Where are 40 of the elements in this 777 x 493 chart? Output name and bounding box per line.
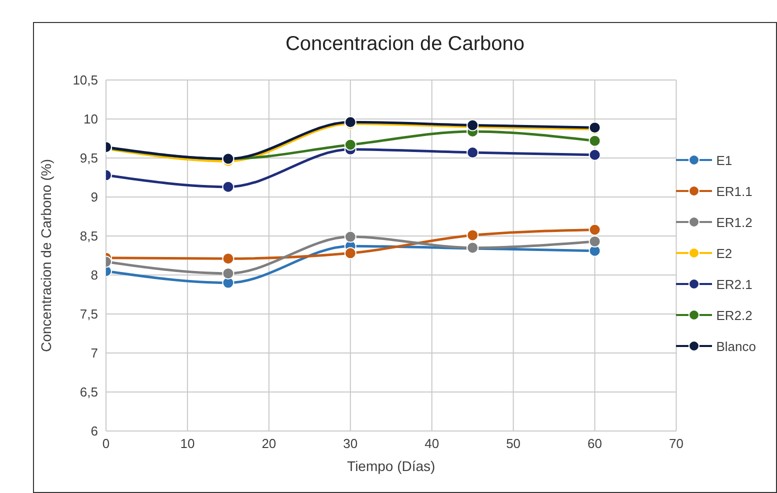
y-tick-label: 8 [90,268,98,283]
point [588,224,601,236]
legend-label: E1 [716,152,732,168]
y-tick-label: 6,5 [80,384,98,400]
point [344,230,356,243]
y-tick-label: 6 [90,424,98,439]
point [222,180,234,193]
x-tick-label: 70 [669,436,684,452]
y-tick-label: 8,5 [80,228,98,244]
y-axis-title: Concentracion de Carbono (%) [38,159,54,352]
y-tick-label: 9 [90,190,98,205]
y-tick-label: 10,5 [72,72,98,88]
x-tick-label: 0 [102,436,110,452]
legend-label: ER2.2 [716,308,752,322]
x-tick-label: 20 [262,436,276,452]
x-tick-label: 50 [506,436,521,452]
point [466,229,479,242]
point [222,252,234,265]
y-tick-label: 7,5 [80,306,98,322]
point [588,148,601,161]
x-axis-title: Tiempo (Días) [347,458,436,474]
point [344,138,356,151]
legend-label: ER1.2 [716,214,752,230]
point [588,235,601,248]
point [466,146,479,159]
y-tick-label: 10 [84,112,98,127]
x-tick-label: 60 [588,436,602,452]
chart-title: Concentracion de Carbono [284,33,526,56]
point [588,134,601,147]
legend-label: ER1.1 [716,184,752,198]
x-tick-label: 10 [180,436,195,452]
x-tick-label: 40 [424,436,440,452]
y-tick-label: 7 [90,346,98,361]
point [222,267,234,280]
legend-label: Blanco [716,338,756,354]
legend-label: E2 [716,246,732,260]
y-tick-label: 9,5 [80,150,98,166]
x-tick-label: 30 [343,436,358,452]
legend-label: ER2.1 [716,276,752,292]
point [344,247,356,260]
